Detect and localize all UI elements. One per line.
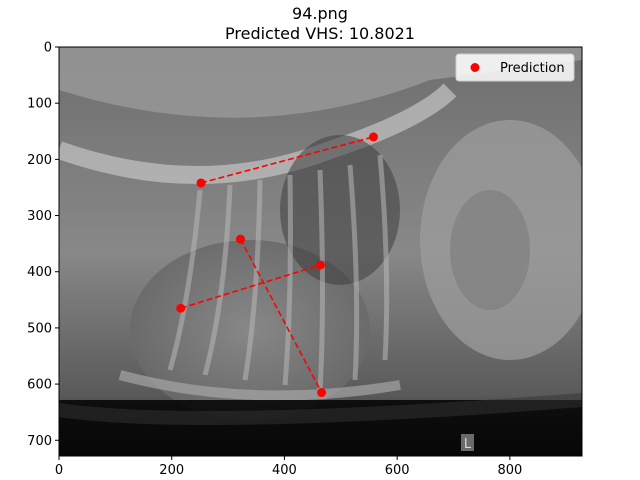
measurement-line-2: [239, 238, 323, 393]
x-tick-label: 0: [55, 463, 63, 478]
radiograph-image: L: [59, 47, 582, 456]
prediction-points: [176, 132, 378, 398]
prediction-point-2: [368, 132, 378, 142]
x-tick-label: 600: [385, 463, 410, 478]
y-tick-label: 400: [27, 265, 52, 280]
y-tick-label: 100: [27, 97, 52, 112]
y-tick-label: 700: [27, 434, 52, 449]
x-axis: 0 200 400 600 800: [55, 456, 522, 478]
y-tick-label: 300: [27, 209, 52, 224]
measurement-line-3: [180, 264, 321, 310]
prediction-point-3: [235, 234, 245, 244]
chart-subtitle: Predicted VHS: 10.8021: [225, 24, 415, 43]
y-tick-label: 600: [27, 378, 52, 393]
legend: Prediction: [455, 53, 575, 82]
legend-marker: [470, 63, 480, 72]
plot-frame: [58, 46, 583, 457]
y-axis: 0 100 200 300 400 500 600 700: [27, 41, 59, 449]
prediction-point-6: [316, 260, 325, 270]
image-marker-label: L: [464, 437, 472, 452]
y-tick-label: 500: [27, 321, 52, 336]
y-tick-label: 200: [27, 153, 52, 168]
prediction-point-4: [317, 388, 327, 398]
y-tick-label: 0: [44, 41, 52, 56]
legend-box: [455, 53, 575, 82]
chart-title: 94.png: [292, 4, 348, 23]
legend-label: Prediction: [500, 61, 565, 76]
measurement-line-1: [200, 136, 374, 184]
measurement-lines: [180, 136, 374, 393]
prediction-point-5: [176, 303, 186, 313]
x-tick-label: 800: [497, 463, 522, 478]
x-tick-label: 200: [159, 463, 184, 478]
x-tick-label: 400: [272, 463, 297, 478]
prediction-point-1: [196, 178, 206, 188]
